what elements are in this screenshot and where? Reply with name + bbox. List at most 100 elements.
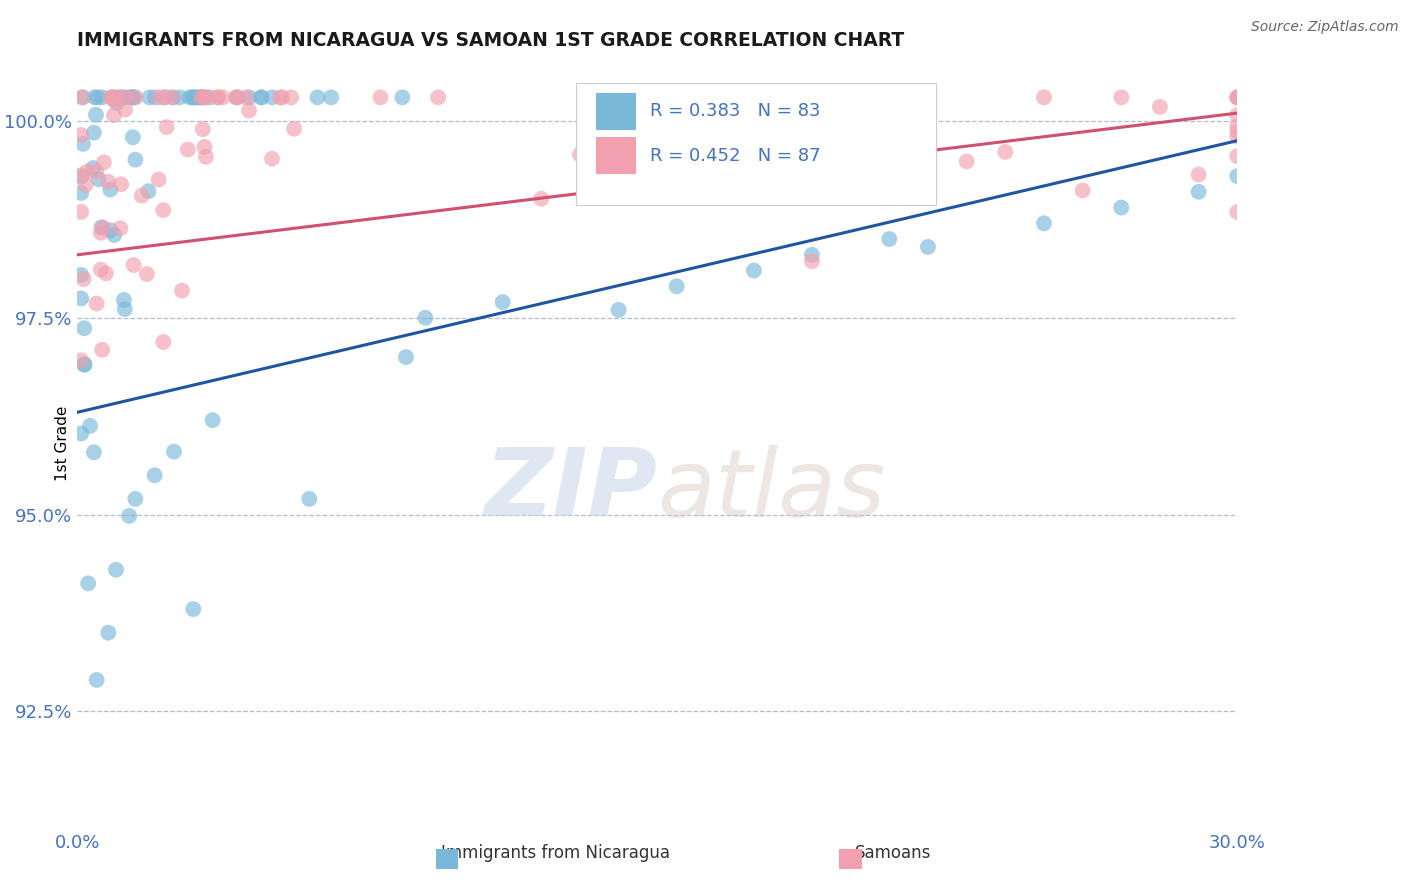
Point bbox=[94, 266, 117, 280]
Point bbox=[162, 90, 184, 104]
Point bbox=[225, 90, 247, 104]
Point bbox=[163, 444, 186, 458]
Point bbox=[87, 172, 110, 186]
Point bbox=[138, 184, 160, 198]
Point bbox=[665, 279, 688, 293]
Point bbox=[994, 145, 1017, 159]
Point bbox=[162, 90, 184, 104]
Point bbox=[801, 254, 824, 268]
Point bbox=[84, 108, 107, 122]
Point bbox=[179, 90, 201, 104]
Point bbox=[280, 90, 302, 104]
Point bbox=[1111, 201, 1133, 215]
Point bbox=[191, 90, 214, 104]
Point bbox=[122, 258, 145, 272]
Point bbox=[193, 140, 215, 154]
Point bbox=[72, 90, 94, 104]
Point bbox=[647, 90, 669, 104]
Point bbox=[103, 90, 125, 104]
Point bbox=[153, 90, 176, 104]
Point bbox=[110, 221, 132, 235]
Point bbox=[110, 178, 132, 192]
Point bbox=[370, 90, 392, 104]
Text: ZIP: ZIP bbox=[485, 444, 658, 536]
Point bbox=[75, 178, 97, 192]
Point bbox=[321, 90, 343, 104]
Point bbox=[1226, 90, 1249, 104]
Point bbox=[90, 220, 112, 235]
Point bbox=[122, 90, 145, 104]
Point bbox=[70, 268, 93, 282]
Point bbox=[1226, 149, 1249, 163]
Point bbox=[82, 161, 104, 175]
Point bbox=[98, 183, 121, 197]
Point bbox=[183, 90, 205, 104]
Point bbox=[70, 169, 93, 184]
Text: R = 0.452   N = 87: R = 0.452 N = 87 bbox=[651, 147, 821, 165]
Point bbox=[91, 220, 114, 235]
Point bbox=[194, 90, 217, 104]
Point bbox=[1149, 100, 1171, 114]
Point bbox=[762, 90, 785, 104]
Bar bbox=[596, 137, 637, 175]
Point bbox=[1187, 168, 1209, 182]
Point bbox=[1226, 108, 1249, 122]
Point bbox=[391, 90, 413, 104]
Point bbox=[97, 175, 120, 189]
Point bbox=[107, 90, 129, 104]
Point bbox=[70, 353, 93, 368]
Point bbox=[70, 186, 93, 200]
Point bbox=[143, 468, 166, 483]
Point bbox=[86, 90, 108, 104]
Text: Samoans: Samoans bbox=[855, 844, 931, 862]
Point bbox=[169, 90, 191, 104]
Point bbox=[90, 90, 112, 104]
Point bbox=[70, 90, 93, 104]
Point bbox=[183, 602, 205, 616]
Point bbox=[492, 295, 515, 310]
Point bbox=[112, 293, 135, 307]
Point bbox=[135, 267, 157, 281]
Point bbox=[170, 284, 193, 298]
Point bbox=[193, 90, 215, 104]
Point bbox=[73, 357, 96, 371]
Point bbox=[877, 232, 901, 246]
Point bbox=[103, 108, 125, 122]
Point bbox=[121, 130, 143, 145]
Point bbox=[177, 143, 200, 157]
Point bbox=[1187, 185, 1209, 199]
FancyBboxPatch shape bbox=[576, 83, 936, 204]
Point bbox=[1226, 119, 1249, 133]
Point bbox=[111, 90, 134, 104]
Point bbox=[122, 90, 145, 104]
Point bbox=[105, 563, 127, 577]
Point bbox=[207, 90, 229, 104]
Point bbox=[1071, 184, 1094, 198]
Point bbox=[98, 223, 121, 237]
Point bbox=[188, 90, 211, 104]
Text: Immigrants from Nicaragua: Immigrants from Nicaragua bbox=[441, 844, 669, 862]
Point bbox=[86, 164, 108, 178]
Point bbox=[685, 171, 707, 186]
Point bbox=[90, 262, 112, 277]
Point bbox=[190, 90, 212, 104]
Point bbox=[250, 90, 273, 104]
Point bbox=[76, 164, 98, 178]
Point bbox=[801, 248, 824, 262]
Point bbox=[103, 227, 125, 242]
Point bbox=[143, 90, 166, 104]
Bar bbox=[596, 93, 637, 129]
Point bbox=[225, 90, 247, 104]
Point bbox=[72, 136, 94, 151]
Point bbox=[194, 150, 217, 164]
Point bbox=[250, 90, 273, 104]
Point bbox=[1111, 90, 1133, 104]
Point bbox=[530, 192, 553, 206]
Point bbox=[271, 90, 294, 104]
Point bbox=[1226, 205, 1249, 219]
Text: R = 0.383   N = 83: R = 0.383 N = 83 bbox=[651, 103, 821, 120]
Text: IMMIGRANTS FROM NICARAGUA VS SAMOAN 1ST GRADE CORRELATION CHART: IMMIGRANTS FROM NICARAGUA VS SAMOAN 1ST … bbox=[77, 31, 904, 50]
Point bbox=[307, 90, 329, 104]
Point bbox=[70, 426, 93, 441]
Point bbox=[152, 334, 174, 349]
